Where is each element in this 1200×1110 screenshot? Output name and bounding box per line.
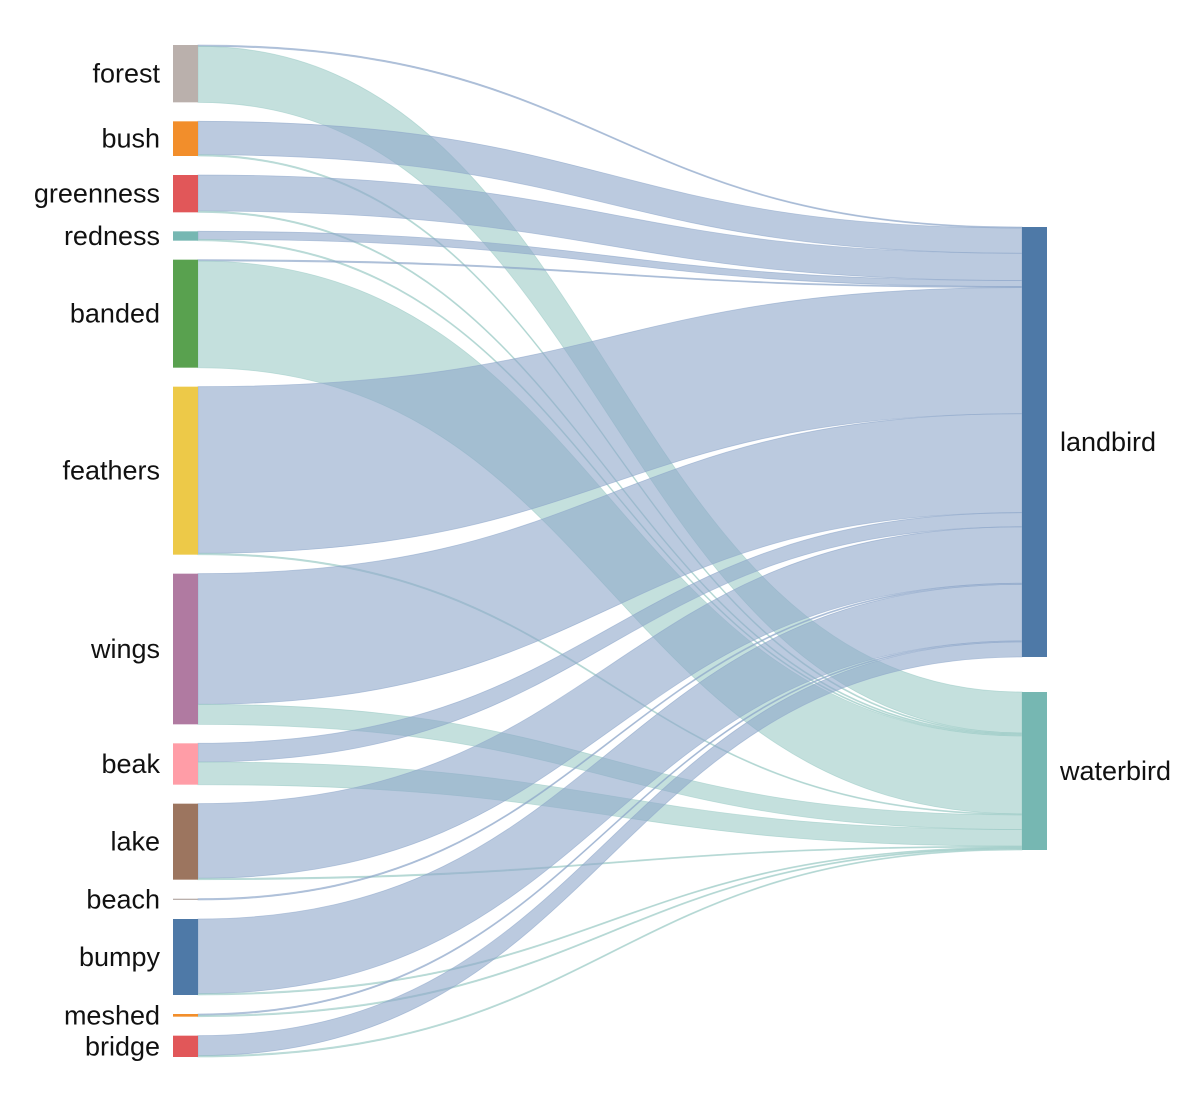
node-label-bridge: bridge: [85, 1031, 160, 1061]
node-beak: [173, 743, 198, 785]
node-label-bush: bush: [101, 124, 160, 154]
links-layer: [197, 44, 1023, 1058]
node-redness: [173, 231, 198, 241]
node-label-bumpy: bumpy: [79, 942, 161, 972]
node-label-wings: wings: [90, 634, 160, 664]
node-label-redness: redness: [64, 221, 160, 251]
nodes-layer: [173, 45, 1047, 1057]
node-label-meshed: meshed: [64, 1000, 160, 1030]
node-label-greenness: greenness: [34, 179, 160, 209]
node-label-waterbird: waterbird: [1059, 756, 1171, 786]
node-beach: [173, 898, 198, 900]
node-feathers: [173, 386, 198, 555]
node-banded: [173, 259, 198, 368]
node-label-beach: beach: [86, 884, 160, 914]
node-greenness: [173, 175, 198, 213]
node-meshed: [173, 1014, 198, 1017]
labels-layer: forest bush greenness redness banded feathers…: [34, 59, 1171, 1062]
node-label-beak: beak: [101, 749, 160, 779]
node-label-landbird: landbird: [1060, 427, 1156, 457]
node-bush: [173, 121, 198, 156]
node-label-forest: forest: [92, 59, 160, 89]
node-lake: [173, 803, 198, 880]
node-forest: [173, 45, 198, 103]
node-wings: [173, 573, 198, 725]
node-bridge: [173, 1035, 198, 1057]
node-label-lake: lake: [110, 827, 160, 857]
node-waterbird: [1022, 692, 1047, 850]
node-bumpy: [173, 919, 198, 995]
node-label-feathers: feathers: [62, 456, 160, 486]
node-landbird: [1022, 227, 1047, 657]
node-label-banded: banded: [70, 299, 160, 329]
